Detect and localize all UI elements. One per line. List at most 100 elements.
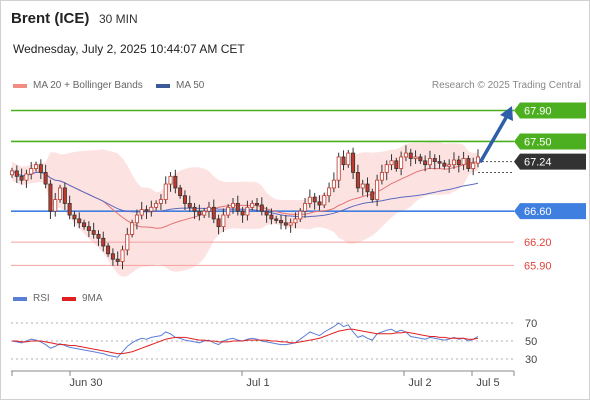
candle — [307, 189, 312, 208]
level-tag-label: 65.90 — [524, 260, 552, 272]
candle — [134, 209, 139, 230]
candle — [413, 150, 418, 164]
legend-ma50: MA 50 — [156, 80, 204, 91]
candle — [279, 215, 284, 230]
candle — [187, 195, 192, 212]
level-tag-67.50: 67.50 — [514, 133, 586, 150]
candle — [202, 208, 207, 219]
candles — [9, 145, 480, 270]
candle — [355, 164, 360, 193]
candle — [317, 195, 322, 211]
candle — [182, 190, 187, 211]
candle — [370, 188, 375, 203]
candle — [442, 160, 447, 170]
candle — [288, 218, 293, 233]
candle — [77, 212, 82, 229]
candle — [72, 210, 77, 227]
candle — [91, 222, 96, 239]
candle — [447, 159, 452, 173]
candle — [206, 201, 211, 218]
candle — [149, 200, 154, 217]
candle — [178, 184, 183, 199]
candle — [158, 194, 163, 211]
legend-ma20: MA 20 + Bollinger Bands — [13, 80, 143, 91]
arrow-head — [500, 106, 513, 121]
level-tag-65.90: 65.90 — [524, 260, 552, 272]
candle — [451, 152, 456, 169]
candle — [389, 154, 394, 171]
candle — [293, 212, 298, 229]
candle — [192, 203, 197, 219]
candle — [255, 198, 260, 212]
time-axis: Jun 30 Jul 1 Jul 2 Jul 5 — [11, 370, 515, 389]
legend-ma9-label: 9MA — [82, 293, 103, 304]
ma20-swatch — [13, 83, 27, 88]
candle — [235, 195, 240, 216]
candle — [375, 174, 380, 207]
candle — [110, 248, 115, 266]
legend-ma9: 9MA — [62, 293, 103, 304]
candle — [456, 155, 461, 173]
candle — [9, 167, 14, 178]
candle — [423, 155, 428, 172]
level-tags: 67.90 67.50 67.24 66.60 66.20 65.90 — [514, 102, 586, 272]
legend-ma50-label: MA 50 — [176, 80, 205, 91]
candle — [408, 148, 413, 167]
candle — [245, 200, 250, 221]
candle — [139, 201, 144, 220]
candle — [327, 182, 332, 203]
candle — [379, 164, 384, 185]
candle — [197, 204, 202, 221]
candle — [346, 149, 351, 168]
candle — [125, 227, 130, 256]
level-tag-67.90: 67.90 — [514, 102, 586, 119]
candle — [230, 198, 235, 214]
candle — [437, 155, 442, 169]
x-tick-label: Jun 30 — [69, 377, 102, 389]
moving-averages — [11, 161, 479, 229]
candle — [283, 215, 288, 230]
arrow-shaft — [479, 114, 509, 163]
candle — [341, 150, 346, 171]
candle — [154, 200, 159, 211]
candle — [34, 161, 39, 172]
candle — [19, 168, 24, 185]
candle — [240, 206, 245, 223]
candle — [58, 184, 63, 203]
candle — [14, 165, 19, 183]
level-tag-label: 66.60 — [524, 206, 552, 218]
candle — [461, 151, 466, 171]
candle — [466, 155, 471, 172]
candle — [67, 195, 72, 220]
candle — [331, 172, 336, 193]
candle — [226, 204, 231, 219]
timeframe-label[interactable]: 30 MIN — [99, 12, 138, 26]
candle — [250, 200, 255, 211]
candle — [106, 242, 111, 257]
instrument-title: Brent (ICE) — [11, 10, 90, 27]
datetime-label: Wednesday, July 2, 2025 10:44:07 AM CET — [13, 42, 245, 56]
rsi-tick-label: 30 — [525, 354, 537, 366]
candle — [312, 192, 317, 210]
level-tag-label: 67.90 — [524, 105, 552, 117]
x-tick-label: Jul 2 — [408, 377, 431, 389]
level-tag-66.20: 66.20 — [524, 237, 552, 249]
rsi-tick-label: 50 — [525, 336, 537, 348]
candle — [269, 208, 274, 225]
candle — [399, 151, 404, 176]
candle — [322, 192, 327, 209]
candle — [48, 179, 53, 219]
candle — [427, 150, 432, 169]
candle — [365, 177, 370, 198]
candle — [211, 199, 216, 224]
candle — [101, 231, 106, 252]
candle — [432, 154, 437, 170]
ma50-line — [11, 170, 479, 218]
rsi-panel: 70 50 30 — [11, 318, 537, 366]
candle — [336, 152, 341, 188]
candle — [264, 206, 269, 223]
candle — [115, 251, 120, 266]
rsi-swatch — [13, 296, 27, 301]
legend-rsi-label: RSI — [33, 293, 50, 304]
